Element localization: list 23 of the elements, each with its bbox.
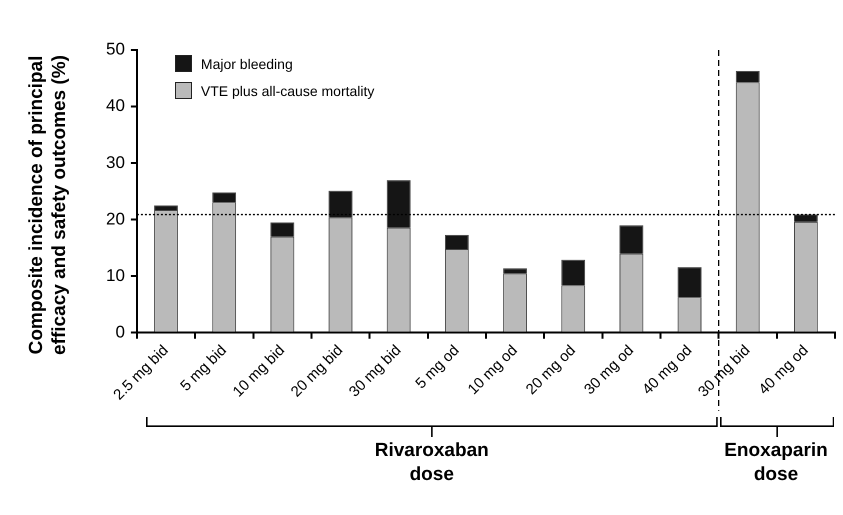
x-tick-label: 40 mg od [639,342,696,398]
x-tick-label: 2.5 mg bid [110,342,172,404]
x-tick-label: 10 mg od [464,342,521,398]
legend-label: Major bleeding [200,56,293,72]
y-tick-label: 0 [115,322,125,342]
y-tick-label: 50 [106,40,125,59]
x-tick-label: 5 mg bid [177,342,230,395]
x-tick-label: 30 mg bid [346,342,404,400]
x-tick-label: 30 mg bid [694,342,754,400]
x-tick-label: 10 mg bid [230,342,288,400]
y-axis-title: Composite incidence of principal efficacy and safety outcomes (%) [25,54,71,357]
x-tick-label: 30 mg od [580,342,638,398]
legend-label: VTE plus all-cause mortality [200,82,374,98]
y-tick-label: 40 [106,96,125,116]
y-tick-label: 30 [106,152,125,172]
text: Enoxaparin dose [723,438,829,487]
x-tick-label: 20 mg bid [288,342,346,400]
text: Rivaroxaban dose [374,438,490,487]
x-tick-label: 20 mg od [522,342,579,398]
x-tick-label: 40 mg od [755,342,812,398]
y-tick-label: 10 [106,266,125,285]
y-tick-label: 20 [106,209,125,228]
x-tick-label: 5 mg od [412,342,463,392]
